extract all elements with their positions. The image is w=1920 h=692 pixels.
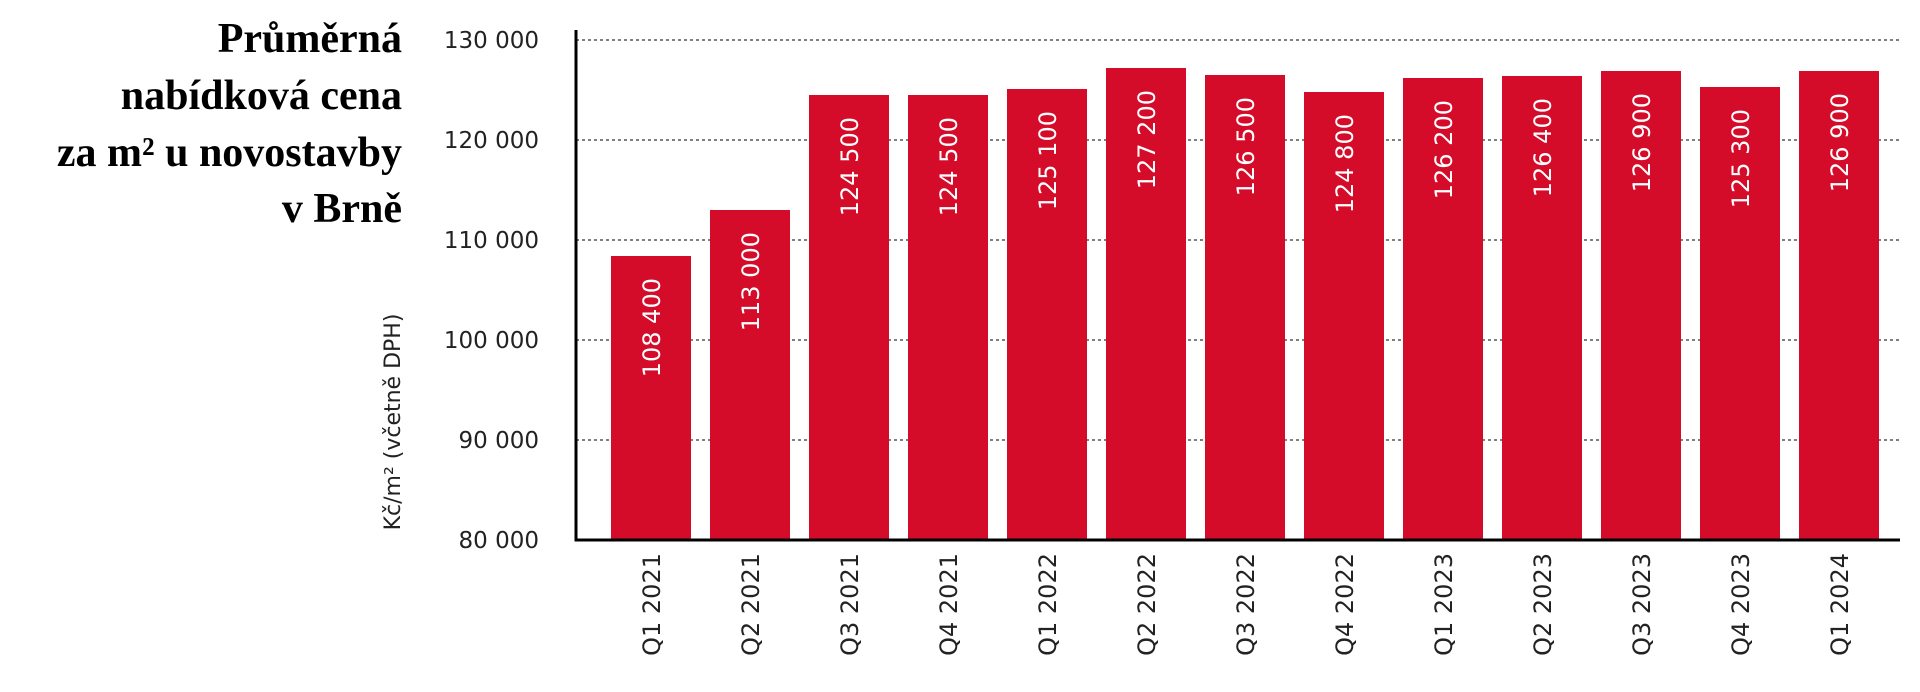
bar [1700,87,1780,540]
value-label: 124 500 [935,117,963,216]
value-label: 124 800 [1331,114,1359,213]
y-tick-label: 90 000 [459,428,539,454]
y-tick-label: 110 000 [444,228,539,254]
bar [1601,71,1681,540]
chart-title: Průměrná [218,16,402,62]
value-label: 125 300 [1727,109,1755,208]
x-tick-label: Q4 2023 [1727,553,1755,656]
value-label: 126 400 [1529,98,1557,197]
bar [1106,68,1186,540]
bar [1304,92,1384,540]
x-tick-label: Q4 2021 [935,553,963,656]
bar [809,95,889,540]
bar [1799,71,1879,540]
value-label: 126 900 [1628,93,1656,192]
value-label: 127 200 [1133,90,1161,189]
x-tick-label: Q3 2023 [1628,553,1656,656]
x-tick-label: Q3 2022 [1232,553,1260,656]
y-tick-label: 80 000 [459,528,539,554]
x-tick-label: Q2 2023 [1529,553,1557,656]
value-label: 126 200 [1430,100,1458,199]
x-tick-label: Q1 2024 [1826,553,1854,656]
chart-title: za m² u novostavby [57,130,402,176]
chart-title: nabídková cena [121,73,402,119]
bar [1403,78,1483,540]
bar [611,256,691,540]
value-label: 126 900 [1826,93,1854,192]
chart-title: v Brně [282,186,402,232]
x-tick-label: Q3 2021 [836,553,864,656]
x-tick-label: Q1 2023 [1430,553,1458,656]
x-tick-label: Q1 2021 [638,553,666,656]
value-label: 124 500 [836,117,864,216]
value-label: 113 000 [737,232,765,331]
title: Průměrná nabídková cena za m² u novostav… [57,16,402,232]
value-label: 126 500 [1232,97,1260,196]
bar [1007,89,1087,540]
y-tick-label: 100 000 [444,328,539,354]
bar [1205,75,1285,540]
value-label: 125 100 [1034,111,1062,210]
y-axis-label: Kč/m² (včetně DPH) [381,314,406,531]
bar [710,210,790,540]
value-label: 108 400 [638,278,666,377]
y-tick-label: 120 000 [444,128,539,154]
x-tick-label: Q2 2022 [1133,553,1161,656]
x-tick-label: Q2 2021 [737,553,765,656]
bar [908,95,988,540]
bar [1502,76,1582,540]
y-tick-label: 130 000 [444,28,539,54]
x-tick-label: Q1 2022 [1034,553,1062,656]
x-tick-label: Q4 2022 [1331,553,1359,656]
